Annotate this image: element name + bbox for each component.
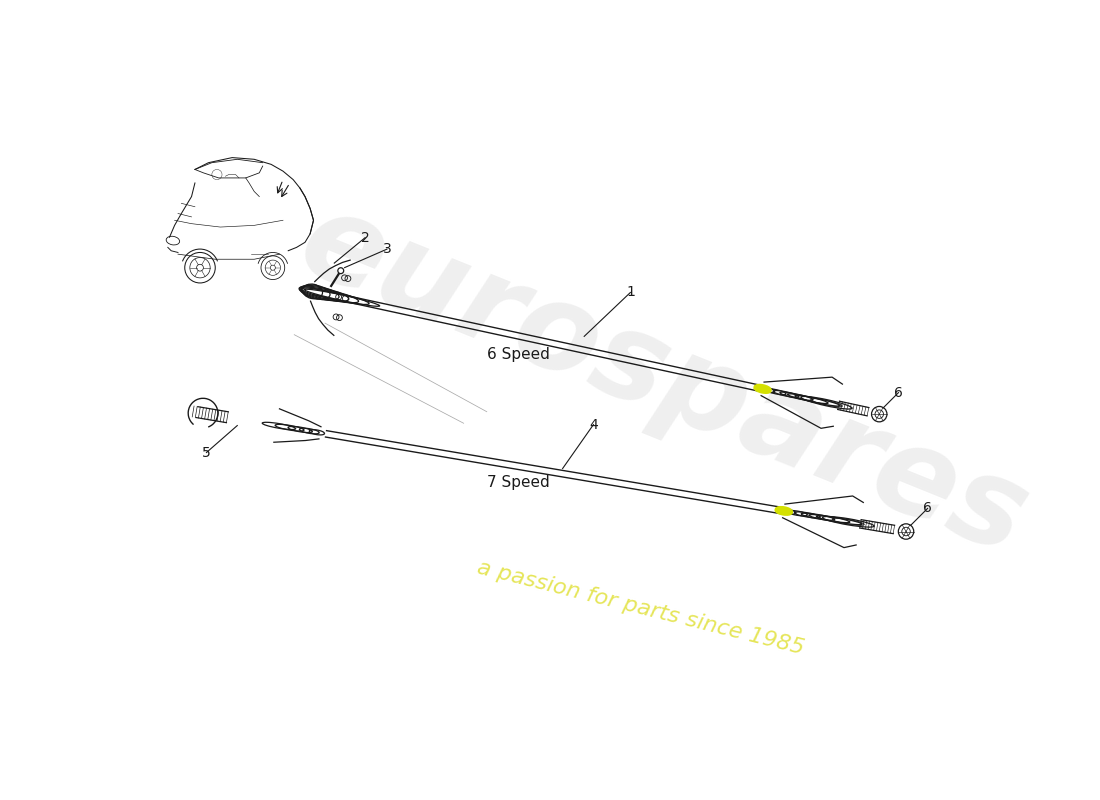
Text: 1: 1 [626, 286, 635, 299]
Text: 3: 3 [383, 242, 392, 256]
Text: 6: 6 [923, 502, 932, 515]
Text: 2: 2 [361, 230, 370, 245]
Text: 5: 5 [202, 446, 211, 459]
Text: eurospares: eurospares [284, 182, 1044, 580]
Text: 7 Speed: 7 Speed [486, 475, 550, 490]
Text: 4: 4 [588, 418, 597, 432]
Text: 6 Speed: 6 Speed [486, 347, 550, 362]
Text: a passion for parts since 1985: a passion for parts since 1985 [475, 558, 806, 658]
Text: 6: 6 [894, 386, 903, 399]
Circle shape [338, 268, 343, 274]
